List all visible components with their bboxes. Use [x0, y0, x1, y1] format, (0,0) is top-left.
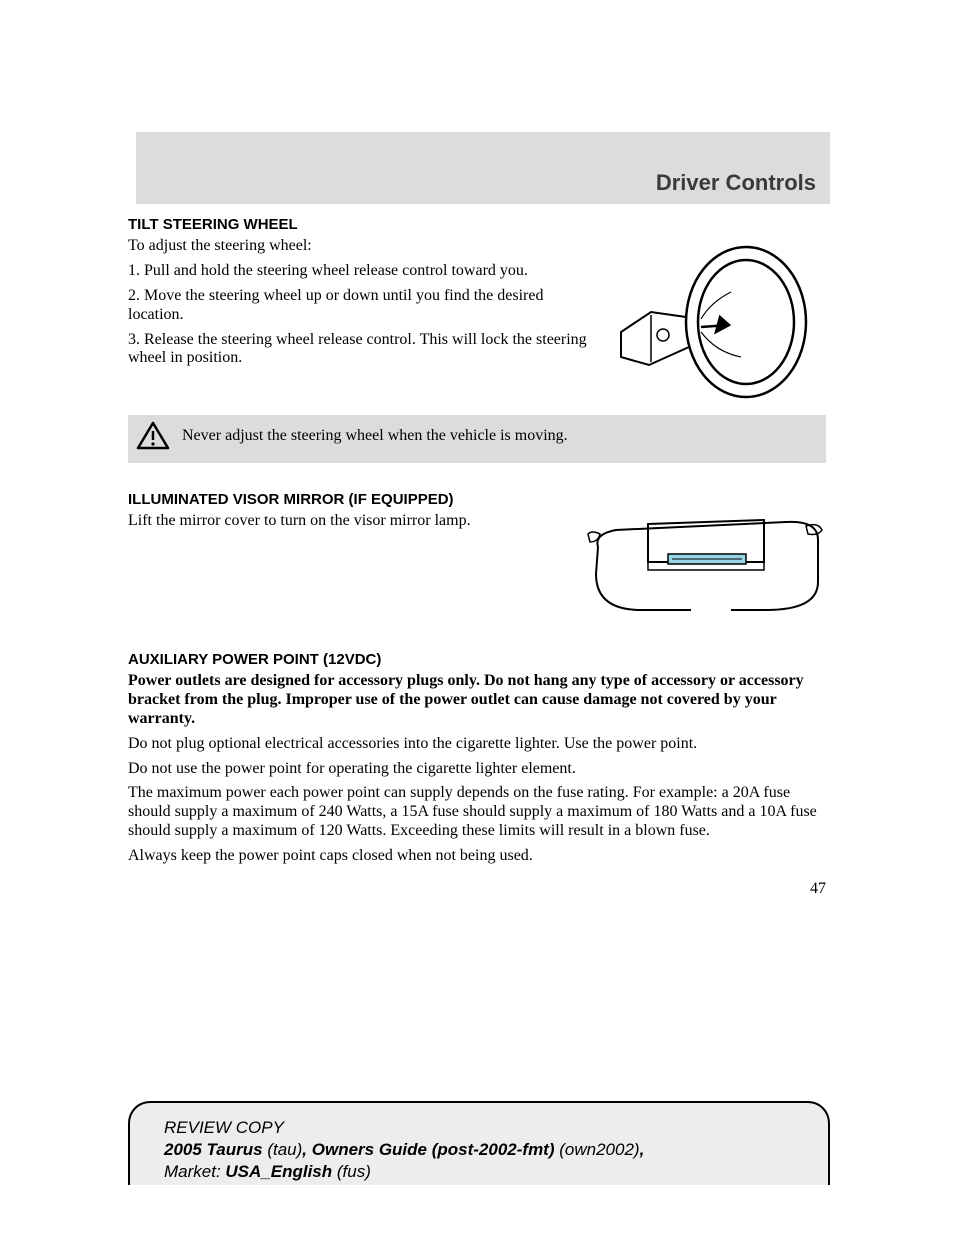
visor-mirror-illustration: [586, 512, 826, 617]
visor-mirror-icon: [586, 512, 826, 617]
footer-code1: (tau): [267, 1140, 302, 1159]
page-container: Driver Controls TILT STEERING WHEEL To a…: [0, 0, 954, 1235]
warning-triangle-icon: [136, 421, 170, 451]
warning-band: Never adjust the steering wheel when the…: [128, 415, 826, 463]
tilt-steering-block: To adjust the steering wheel: 1. Pull an…: [128, 237, 826, 407]
footer-line3: Market: USA_English (fus): [164, 1161, 794, 1183]
footer-code2: (own2002): [559, 1140, 639, 1159]
visor-text: Lift the mirror cover to turn on the vis…: [128, 512, 570, 617]
footer-sep1: ,: [302, 1140, 311, 1159]
tilt-intro: To adjust the steering wheel:: [128, 237, 595, 256]
aux-p4: Always keep the power point caps closed …: [128, 847, 826, 866]
visor-body: Lift the mirror cover to turn on the vis…: [128, 512, 570, 531]
page-number: 47: [128, 880, 826, 898]
steering-wheel-icon: [611, 237, 826, 407]
footer-box: REVIEW COPY 2005 Taurus (tau), Owners Gu…: [128, 1101, 830, 1185]
footer-code3: (fus): [337, 1162, 371, 1181]
chapter-header-band: Driver Controls: [136, 132, 830, 204]
footer-line2: 2005 Taurus (tau), Owners Guide (post-20…: [164, 1139, 794, 1161]
footer-model: 2005 Taurus: [164, 1140, 263, 1159]
steering-wheel-illustration: [611, 237, 826, 407]
aux-bold-warning: Power outlets are designed for accessory…: [128, 672, 826, 729]
tilt-steering-text: To adjust the steering wheel: 1. Pull an…: [128, 237, 595, 407]
tilt-step3: 3. Release the steering wheel release co…: [128, 331, 595, 369]
footer-review-copy: REVIEW COPY: [164, 1117, 794, 1139]
footer-market: USA_English: [225, 1162, 332, 1181]
aux-p3: The maximum power each power point can s…: [128, 784, 826, 841]
tilt-step1: 1. Pull and hold the steering wheel rele…: [128, 262, 595, 281]
visor-heading: ILLUMINATED VISOR MIRROR (IF EQUIPPED): [128, 491, 826, 508]
visor-block: Lift the mirror cover to turn on the vis…: [128, 512, 826, 617]
warning-text: Never adjust the steering wheel when the…: [182, 427, 568, 445]
chapter-title: Driver Controls: [136, 170, 816, 196]
footer-sep2: ,: [640, 1140, 645, 1159]
aux-p1: Do not plug optional electrical accessor…: [128, 735, 826, 754]
aux-p2: Do not use the power point for operating…: [128, 760, 826, 779]
footer-market-label: Market:: [164, 1162, 225, 1181]
footer-guide: Owners Guide (post-2002-fmt): [312, 1140, 555, 1159]
tilt-heading: TILT STEERING WHEEL: [128, 216, 826, 233]
tilt-step2: 2. Move the steering wheel up or down un…: [128, 287, 595, 325]
aux-heading: AUXILIARY POWER POINT (12VDC): [128, 651, 826, 668]
